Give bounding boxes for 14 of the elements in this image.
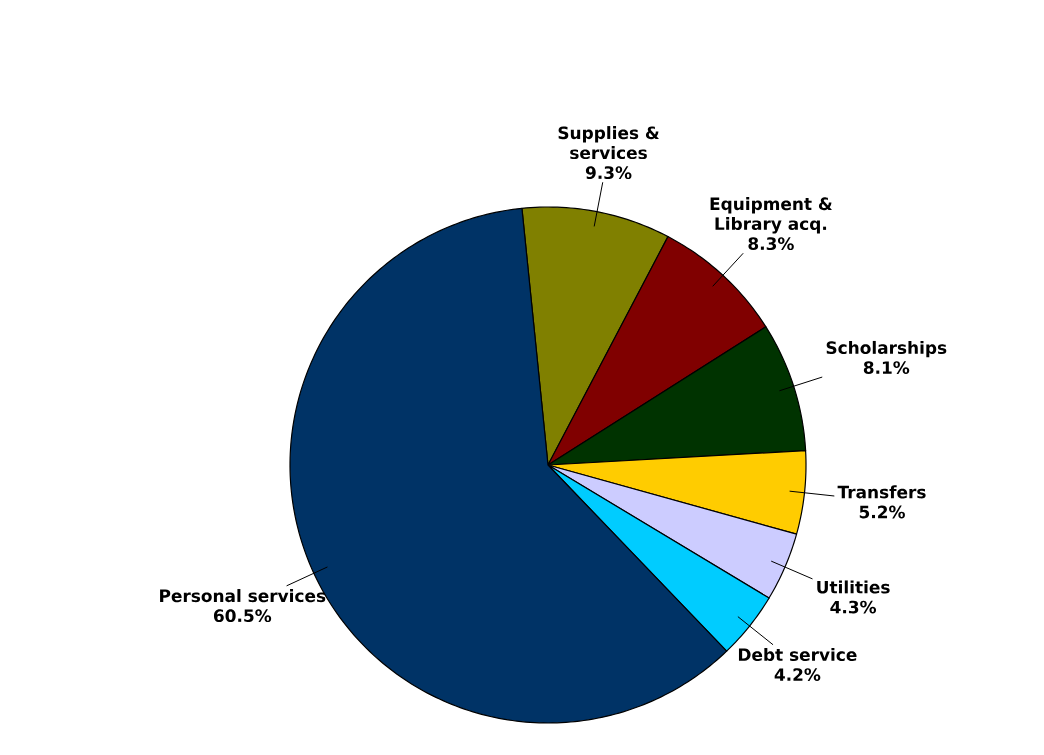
data-label: 9.3% — [585, 166, 632, 180]
data-label: 8.3% — [748, 237, 794, 251]
slice-label: Debt service — [738, 647, 857, 662]
slice-label: Supplies & services — [558, 126, 659, 160]
data-label: 60.5% — [213, 609, 272, 623]
slice-label: Transfers — [837, 485, 926, 499]
data-label: 8.1% — [863, 361, 910, 374]
slice-label: Scholarships — [826, 340, 947, 358]
slice-label: Utilities — [817, 580, 890, 594]
data-label: 4.2% — [774, 668, 821, 681]
slice-label: Equipment & Library acq. — [710, 197, 832, 234]
data-label: 5.2% — [859, 505, 905, 519]
data-label: 4.3% — [830, 600, 877, 614]
slice-label: Personal services — [160, 589, 326, 603]
